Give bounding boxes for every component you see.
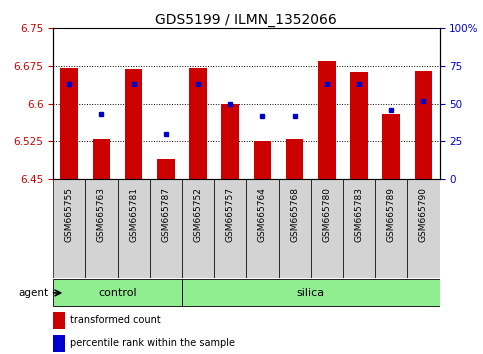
Text: GSM665783: GSM665783 <box>355 187 364 242</box>
Bar <box>279 179 311 278</box>
Bar <box>343 179 375 278</box>
Text: GSM665757: GSM665757 <box>226 187 235 242</box>
Bar <box>182 279 440 307</box>
Text: GSM665787: GSM665787 <box>161 187 170 242</box>
Bar <box>221 104 239 179</box>
Bar <box>189 68 207 179</box>
Bar <box>375 179 407 278</box>
Bar <box>350 72 368 179</box>
Text: GSM665790: GSM665790 <box>419 187 428 242</box>
Text: GSM665789: GSM665789 <box>387 187 396 242</box>
Bar <box>254 141 271 179</box>
Text: silica: silica <box>297 288 325 298</box>
Bar <box>157 159 175 179</box>
Bar <box>150 179 182 278</box>
Bar <box>246 179 279 278</box>
Bar <box>53 279 182 307</box>
Bar <box>286 139 303 179</box>
Bar <box>85 179 117 278</box>
Text: percentile rank within the sample: percentile rank within the sample <box>70 338 235 348</box>
Bar <box>318 61 336 179</box>
Bar <box>53 179 85 278</box>
Text: transformed count: transformed count <box>70 315 161 325</box>
Text: agent: agent <box>18 288 48 298</box>
Text: GSM665764: GSM665764 <box>258 187 267 241</box>
Bar <box>125 69 142 179</box>
Text: GSM665763: GSM665763 <box>97 187 106 242</box>
Text: GSM665768: GSM665768 <box>290 187 299 242</box>
Bar <box>214 179 246 278</box>
Bar <box>407 179 440 278</box>
Text: GSM665752: GSM665752 <box>194 187 202 241</box>
Bar <box>117 179 150 278</box>
Bar <box>53 312 65 329</box>
Bar <box>414 71 432 179</box>
Text: GSM665780: GSM665780 <box>322 187 331 242</box>
Text: GSM665781: GSM665781 <box>129 187 138 242</box>
Text: GSM665755: GSM665755 <box>65 187 74 242</box>
Bar <box>60 68 78 179</box>
Bar <box>93 139 110 179</box>
Bar <box>182 179 214 278</box>
Bar <box>53 335 65 352</box>
Title: GDS5199 / ILMN_1352066: GDS5199 / ILMN_1352066 <box>156 13 337 27</box>
Bar <box>311 179 343 278</box>
Bar <box>383 114 400 179</box>
Text: control: control <box>98 288 137 298</box>
